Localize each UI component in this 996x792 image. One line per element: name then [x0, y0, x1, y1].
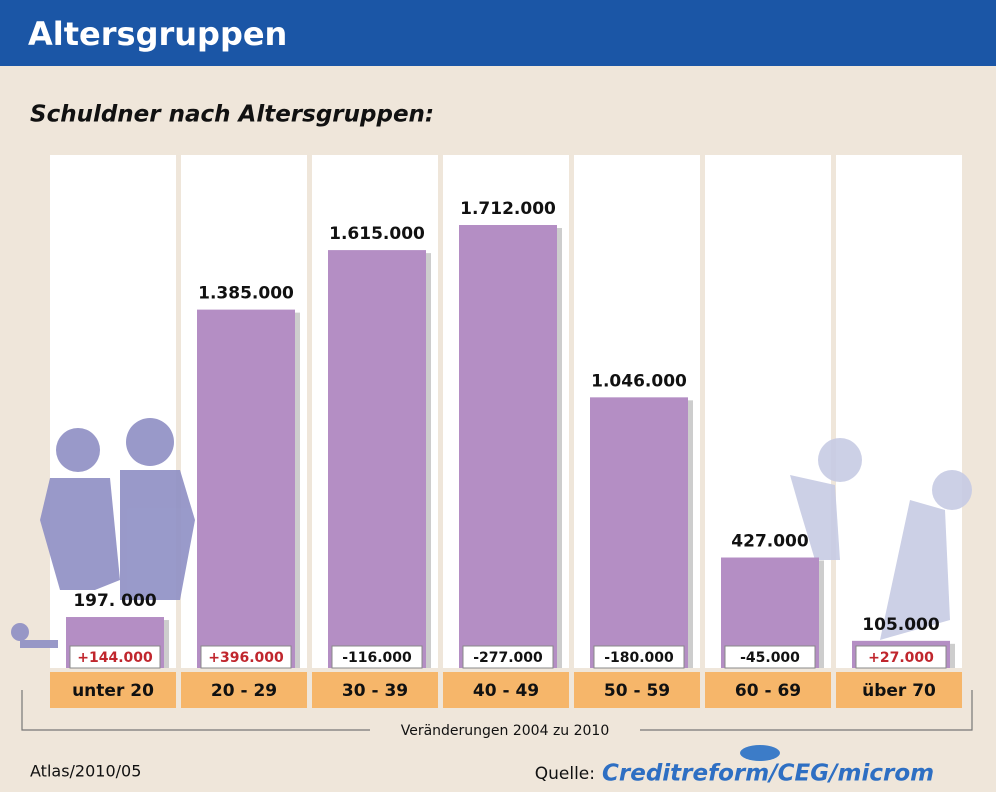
- change-label: -277.000: [473, 650, 543, 666]
- chart: Altersgruppen Schuldner nach Altersgrupp…: [0, 0, 996, 792]
- source-label: Quelle:: [535, 764, 595, 784]
- source: Creditreform/CEG/microm: [602, 761, 934, 787]
- value-label: 1.385.000: [198, 284, 294, 304]
- x-tick-label: 20 - 29: [211, 681, 277, 701]
- change-label: +396.000: [208, 650, 284, 666]
- bar: [328, 250, 426, 668]
- change-label: +144.000: [77, 650, 153, 666]
- x-tick-label: unter 20: [72, 681, 154, 701]
- x-tick-label: 30 - 39: [342, 681, 408, 701]
- change-label: -180.000: [604, 650, 674, 666]
- change-caption: Veränderungen 2004 zu 2010: [401, 723, 610, 739]
- x-tick-label: 60 - 69: [735, 681, 801, 701]
- change-label: -45.000: [740, 650, 800, 666]
- value-label: 105.000: [862, 615, 940, 635]
- footer: Atlas/2010/05: [30, 762, 141, 781]
- x-tick-label: über 70: [862, 681, 936, 701]
- value-label: 1.615.000: [329, 224, 425, 244]
- value-label: 197. 000: [73, 591, 157, 611]
- x-tick-label: 50 - 59: [604, 681, 670, 701]
- bar: [197, 310, 295, 668]
- value-label: 1.046.000: [591, 371, 687, 391]
- x-tick-label: 40 - 49: [473, 681, 539, 701]
- value-label: 1.712.000: [460, 199, 556, 219]
- change-label: +27.000: [868, 650, 934, 666]
- chart-title: Altersgruppen: [28, 15, 287, 53]
- logo-icon: [740, 745, 780, 761]
- chart-subtitle: Schuldner nach Altersgruppen:: [30, 102, 434, 128]
- bar: [590, 397, 688, 668]
- bar: [459, 225, 557, 668]
- change-label: -116.000: [342, 650, 412, 666]
- value-label: 427.000: [731, 532, 809, 552]
